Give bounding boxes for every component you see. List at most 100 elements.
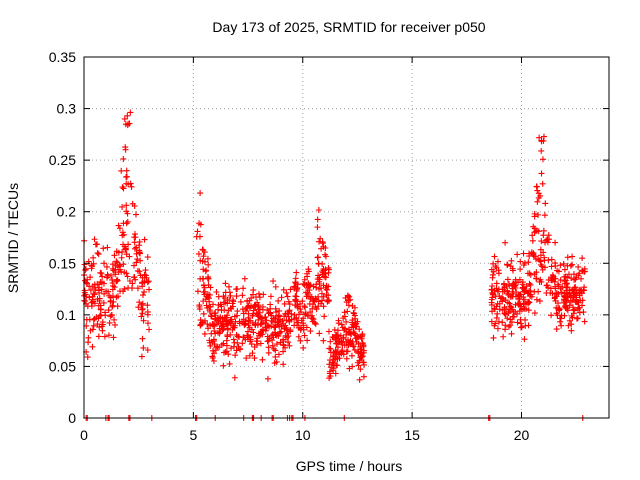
data-point (208, 330, 215, 337)
data-point (489, 274, 496, 281)
data-point (275, 313, 282, 320)
data-point (344, 308, 351, 315)
y-tick-label: 0.35 (49, 49, 76, 65)
data-point (544, 236, 551, 243)
data-point (249, 350, 256, 357)
data-point (232, 352, 239, 359)
data-point (263, 317, 270, 324)
data-point (526, 280, 533, 287)
data-point (301, 276, 308, 283)
data-point (334, 355, 341, 362)
data-point (514, 319, 521, 326)
data-point (278, 328, 285, 335)
data-point (280, 361, 287, 368)
data-point (548, 277, 555, 284)
data-point (303, 324, 310, 331)
data-point (98, 286, 105, 293)
data-point (122, 246, 129, 253)
y-tick-label: 0.15 (49, 255, 76, 271)
data-point (494, 288, 501, 295)
data-point (488, 301, 495, 308)
data-point (112, 262, 119, 269)
data-point (539, 263, 546, 270)
data-point (303, 270, 310, 277)
data-point (297, 300, 304, 307)
data-point (125, 181, 132, 188)
data-point (569, 297, 576, 304)
data-point (230, 336, 237, 343)
data-point (205, 295, 212, 302)
data-point (547, 285, 554, 292)
data-point (197, 221, 204, 228)
data-point (118, 254, 125, 261)
data-point (91, 236, 98, 243)
data-point (535, 255, 542, 262)
data-point (109, 276, 116, 283)
data-point (343, 318, 350, 325)
data-point (558, 322, 565, 329)
data-point (488, 318, 495, 325)
data-point (359, 339, 366, 346)
data-point (297, 326, 304, 333)
data-point (252, 321, 259, 328)
data-point (581, 287, 588, 294)
data-point (96, 324, 103, 331)
data-point (540, 227, 547, 234)
data-point (207, 322, 214, 329)
data-point (488, 296, 495, 303)
data-point (115, 222, 122, 229)
data-point (566, 302, 573, 309)
data-point (291, 311, 298, 318)
data-point (131, 239, 138, 246)
data-point (209, 347, 216, 354)
data-point (315, 254, 322, 261)
data-point (567, 293, 574, 300)
data-point (232, 318, 239, 325)
data-point (321, 313, 328, 320)
data-point (315, 260, 322, 267)
data-point (111, 252, 118, 259)
data-point (515, 293, 522, 300)
data-point (125, 120, 132, 127)
data-point (301, 332, 308, 339)
data-point (543, 290, 550, 297)
data-point (259, 331, 266, 338)
data-point (86, 283, 93, 290)
data-point (275, 351, 282, 358)
data-point (345, 302, 352, 309)
data-point (300, 322, 307, 329)
data-point (552, 263, 559, 270)
data-point (272, 305, 279, 312)
data-point (329, 359, 336, 366)
data-point (212, 315, 219, 322)
data-point (123, 208, 130, 215)
data-point (223, 321, 230, 328)
data-point (341, 325, 348, 332)
data-point (356, 326, 363, 333)
data-point (91, 291, 98, 298)
data-point (283, 317, 290, 324)
data-point (92, 241, 99, 248)
data-point (251, 355, 258, 362)
data-point (351, 346, 358, 353)
data-point (536, 298, 543, 305)
y-tick-label: 0.1 (57, 307, 77, 323)
data-point (128, 183, 135, 190)
data-point (280, 286, 287, 293)
data-point (507, 303, 514, 310)
data-point (264, 307, 271, 314)
data-point (265, 344, 272, 351)
data-point (349, 302, 356, 309)
data-point (122, 144, 129, 151)
data-point (141, 278, 148, 285)
data-point (280, 338, 287, 345)
data-point (325, 269, 332, 276)
data-point (322, 266, 329, 273)
data-point (319, 240, 326, 247)
data-point (92, 286, 99, 293)
data-point (295, 311, 302, 318)
data-point (293, 269, 300, 276)
data-point (138, 313, 145, 320)
data-point (131, 262, 138, 269)
data-point (281, 325, 288, 332)
